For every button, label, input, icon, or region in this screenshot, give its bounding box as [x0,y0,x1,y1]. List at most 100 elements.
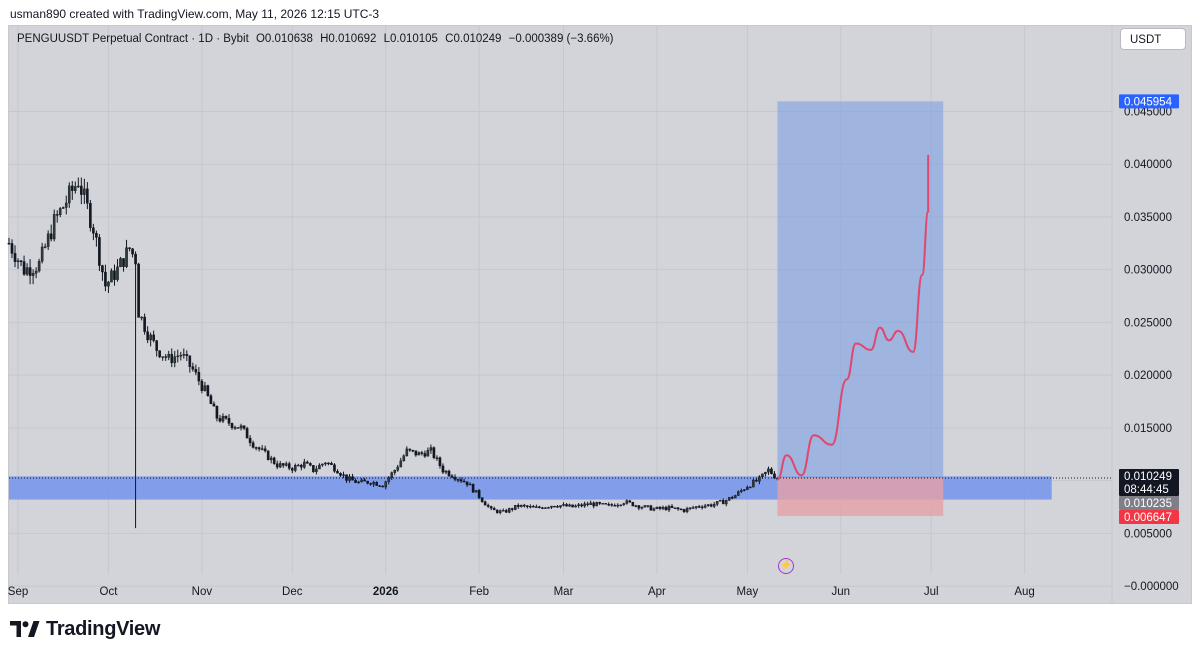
candle-body [164,356,168,358]
candle-body [758,476,761,482]
candle-body [456,479,460,481]
candle-body [773,473,776,479]
candle-body [706,504,710,507]
price-label-text-countdown: 08:44:45 [1124,484,1169,496]
candle-body [345,474,348,481]
candle-body [354,479,357,483]
x-tick-label: Apr [648,586,666,598]
candle-body [215,406,219,419]
candle-body [242,425,246,429]
candle-body [746,487,749,490]
candle-body [360,479,363,483]
candle-body [529,506,532,508]
candle-body [447,470,451,477]
candle-body [194,368,198,373]
candle-body [730,497,734,499]
candle-body [438,457,442,467]
candle-body [137,263,140,318]
candle-body [613,505,617,507]
candle-body [77,185,80,188]
candle-body [661,507,665,509]
candle-body [31,273,35,276]
candle-body [200,380,204,391]
candle-body [122,258,125,267]
candle-body [643,505,647,508]
candle-body [402,455,406,462]
candle-body [357,481,360,484]
candle-body [230,423,234,428]
price-label-stop [1119,509,1179,524]
x-tick-label: Feb [469,586,489,598]
candle-body [236,427,240,429]
candle-body [67,185,71,204]
legend-close: C0.010249 [445,33,502,45]
candle-body [414,450,418,456]
candle-body [98,237,101,266]
candle-body [556,506,559,508]
candle-body [649,505,653,511]
candle-body [161,356,164,358]
candle-body [269,457,273,461]
currency-button[interactable]: USDT [1120,28,1186,50]
candle-body [761,473,764,477]
y-tick-label: −0.000000 [1124,581,1179,593]
stop-loss-zone [777,477,944,516]
x-tick-label: 2026 [373,586,399,598]
candle-body [495,509,499,513]
candle-body [697,506,701,508]
candle-body [206,385,210,396]
candle-body [321,463,324,466]
candle-body [718,500,722,502]
candle-body [55,214,59,216]
candle-body [658,506,662,509]
candle-body [25,267,29,275]
candle-body [622,503,626,506]
chart-area[interactable] [8,25,1192,604]
legend-low: L0.010105 [383,33,438,45]
candle-body [290,468,294,471]
candle-body [396,466,400,471]
candle-body [700,506,704,509]
price-label-last [1119,468,1179,483]
candle-body [116,266,119,280]
candle-body [770,468,773,475]
candle-body [676,507,680,510]
y-tick-label: 0.040000 [1124,159,1172,171]
candle-body [565,504,568,507]
candle-body [119,258,122,268]
candle-body [592,502,595,507]
candle-body [86,188,89,204]
lightning-icon[interactable]: ⚡ [778,558,794,574]
legend-high: H0.010692 [320,33,377,45]
tradingview-wordmark: TradingView [46,617,161,640]
candle-body [685,508,689,512]
y-tick-label: 0.030000 [1124,265,1172,277]
candle-body [507,508,511,513]
price-label-text-last: 0.010249 [1124,471,1172,483]
candle-body [330,463,333,465]
candle-body [444,470,448,473]
chart-credit: usman890 created with TradingView.com, M… [10,7,380,21]
candle-body [146,331,149,341]
candle-body [13,253,17,262]
candle-body [182,354,186,356]
candle-body [107,281,110,287]
candle-body [504,510,508,513]
candle-body [131,248,134,255]
candle-body [324,462,327,465]
price-label-text-entry: 0.010235 [1124,498,1172,510]
candle-body [737,491,740,496]
candle-body [300,464,303,468]
candle-body [664,507,668,511]
y-tick-label: 0.020000 [1124,370,1172,382]
candle-body [501,510,505,512]
candle-body [523,504,526,507]
candle-body [306,461,309,464]
candle-body [342,474,345,476]
candle-body [411,449,415,452]
candle-body [339,473,342,476]
candle-body [19,260,23,262]
candle-body [37,261,41,272]
candle-body [318,464,321,470]
